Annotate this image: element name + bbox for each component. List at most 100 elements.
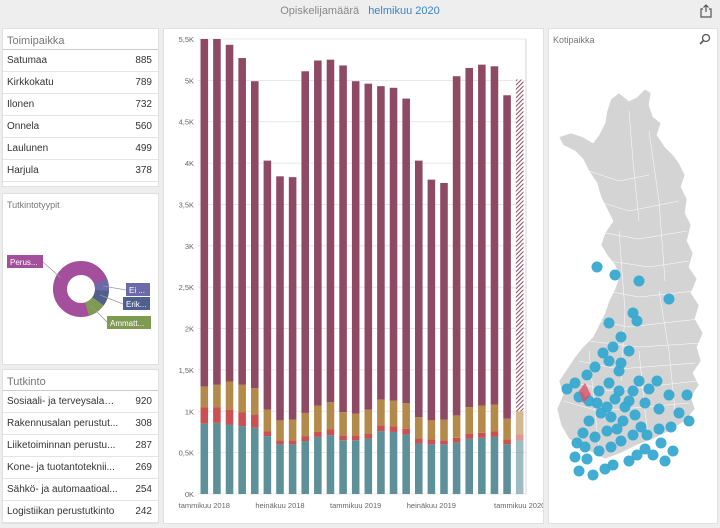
map-dot[interactable] <box>633 375 645 387</box>
map-dot[interactable] <box>639 443 651 455</box>
bar-segment[interactable] <box>414 443 423 494</box>
bar-segment[interactable] <box>301 412 310 437</box>
bar-segment[interactable] <box>288 177 297 420</box>
map-dot[interactable] <box>681 389 693 401</box>
map-dot[interactable] <box>653 423 665 435</box>
toimipaikka-row[interactable]: Harjula 378 <box>3 160 158 182</box>
bar-segment[interactable] <box>276 420 284 441</box>
map-dot[interactable] <box>615 357 627 369</box>
map-dot[interactable] <box>619 401 631 413</box>
bar-segment[interactable] <box>200 407 209 424</box>
map-dot[interactable] <box>655 437 667 449</box>
map-dot[interactable] <box>569 377 581 389</box>
map-dot[interactable] <box>561 383 573 395</box>
bar-segment[interactable] <box>213 422 221 494</box>
bar-segment[interactable] <box>440 182 448 420</box>
donut-slice-ei[interactable] <box>93 278 110 291</box>
bar-segment[interactable] <box>364 409 373 434</box>
bar-segment[interactable] <box>465 67 474 408</box>
donut-slice-ammatt[interactable] <box>84 296 104 316</box>
tutkinto-row[interactable]: Logistiikan perustutkinto 242 <box>3 501 158 523</box>
bar-segment[interactable] <box>414 438 423 444</box>
bar-segment[interactable] <box>377 431 385 494</box>
bar-segment[interactable] <box>452 442 461 494</box>
tutkinto-row[interactable]: Sosiaali- ja terveysalan ... 920 <box>3 391 158 413</box>
map-dot[interactable] <box>623 345 635 357</box>
bar-segment[interactable] <box>515 411 524 435</box>
tutkinto-row[interactable]: Sähkö- ja automaatioal... 254 <box>3 479 158 501</box>
bar-segment[interactable] <box>414 417 423 439</box>
bar-segment[interactable] <box>402 434 410 494</box>
map-dot[interactable] <box>627 429 639 441</box>
toimipaikka-row[interactable]: Kirkkokatu 789 <box>3 72 158 94</box>
bar-segment[interactable] <box>200 423 209 494</box>
map-dot[interactable] <box>609 393 621 405</box>
bar-segment[interactable] <box>351 435 360 441</box>
bar-segment[interactable] <box>263 409 272 432</box>
bar-segment[interactable] <box>301 441 310 494</box>
bar-segment[interactable] <box>377 399 385 426</box>
bar-segment[interactable] <box>427 179 436 421</box>
map-dot[interactable] <box>605 411 617 423</box>
bar-segment[interactable] <box>452 415 461 438</box>
bar-segment[interactable] <box>427 420 436 440</box>
bar-segment[interactable] <box>288 444 297 494</box>
map-dot[interactable] <box>593 385 605 397</box>
map-dot[interactable] <box>603 355 615 367</box>
bar-segment[interactable] <box>238 384 246 413</box>
bar-segment[interactable] <box>250 414 259 428</box>
bar-segment[interactable] <box>339 65 347 413</box>
bar-segment[interactable] <box>490 436 499 494</box>
map-dot[interactable] <box>631 315 643 327</box>
bar-segment[interactable] <box>427 439 436 445</box>
map-dot[interactable] <box>631 449 643 461</box>
map-dot[interactable] <box>607 341 619 353</box>
bar-segment[interactable] <box>440 444 448 494</box>
bar-segment[interactable] <box>314 436 322 494</box>
share-icon[interactable] <box>700 4 712 18</box>
bar-segment[interactable] <box>389 87 398 401</box>
bar-segment[interactable] <box>414 160 423 418</box>
map-dot[interactable] <box>673 407 685 419</box>
bar-segment[interactable] <box>490 66 499 405</box>
bar-segment[interactable] <box>402 98 410 404</box>
bar-segment[interactable] <box>478 437 486 494</box>
bar-segment[interactable] <box>389 426 398 432</box>
map-dot[interactable] <box>617 415 629 427</box>
map-dot[interactable] <box>615 331 627 343</box>
bar-segment[interactable] <box>490 404 499 432</box>
map-dot[interactable] <box>581 453 593 465</box>
map-dot[interactable] <box>667 445 679 457</box>
bar-segment[interactable] <box>213 384 221 408</box>
bar-segment[interactable] <box>478 405 486 433</box>
map-dot[interactable] <box>639 397 651 409</box>
bar-segment[interactable] <box>478 64 486 406</box>
map-dot[interactable] <box>589 431 601 443</box>
map-dot[interactable] <box>609 269 621 281</box>
map-dot[interactable] <box>615 435 627 447</box>
toimipaikka-row[interactable]: Satumaa 885 <box>3 50 158 72</box>
bar-segment[interactable] <box>250 427 259 494</box>
map-dot[interactable] <box>623 455 635 467</box>
tutkinto-row[interactable]: Liiketoiminnan perustu... 287 <box>3 435 158 457</box>
bar-segment[interactable] <box>515 434 524 441</box>
map-dot[interactable] <box>629 409 641 421</box>
bar-segment[interactable] <box>465 433 474 439</box>
map-dot[interactable] <box>651 375 663 387</box>
map-dot[interactable] <box>601 425 613 437</box>
map-dot[interactable] <box>611 423 623 435</box>
bar-segment[interactable] <box>326 435 335 494</box>
bar-segment[interactable] <box>326 402 335 430</box>
bar-segment[interactable] <box>288 440 297 445</box>
toimipaikka-row[interactable]: Laulunen 499 <box>3 138 158 160</box>
bar-segment[interactable] <box>503 95 511 419</box>
bar-segment[interactable] <box>503 439 511 445</box>
bar-segment[interactable] <box>389 400 398 427</box>
map-dot[interactable] <box>653 403 665 415</box>
map-dot[interactable] <box>603 317 615 329</box>
finland-map[interactable] <box>549 51 717 521</box>
toimipaikka-row[interactable]: Onnela 560 <box>3 116 158 138</box>
bar-segment[interactable] <box>377 86 385 400</box>
bar-segment[interactable] <box>301 436 310 442</box>
map-dot[interactable] <box>581 369 593 381</box>
